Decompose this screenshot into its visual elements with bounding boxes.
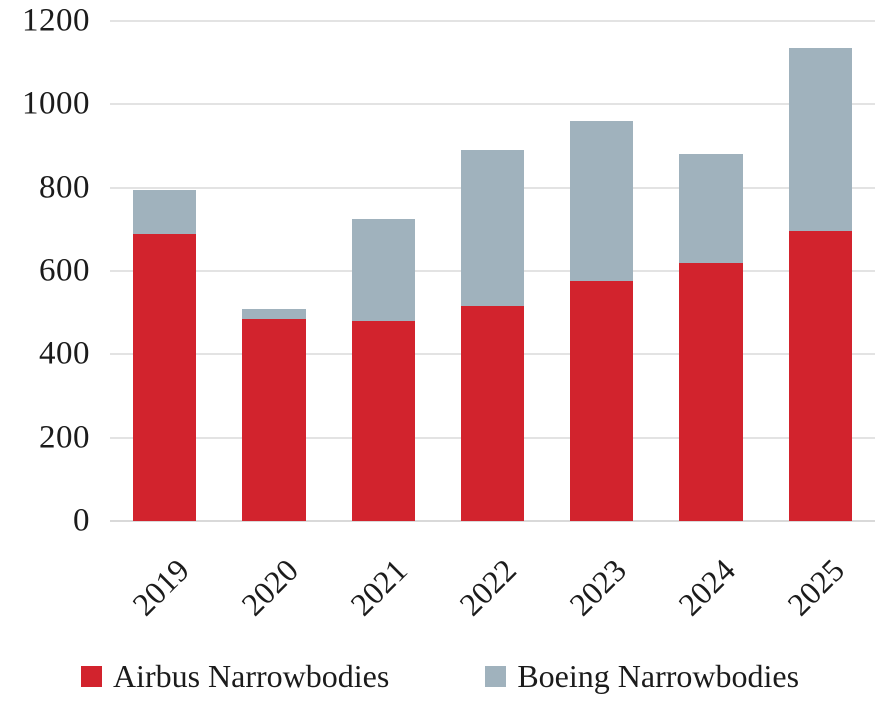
gridline-1000 (110, 103, 875, 106)
stacked-bar-2025 (788, 21, 853, 521)
legend-label-boeing: Boeing Narrowbodies (517, 658, 800, 694)
boeing-color-swatch (485, 665, 507, 687)
bar-slot-2025 (766, 21, 875, 521)
boeing-segment-2024 (679, 154, 743, 263)
stacked-bar-2024 (679, 21, 743, 521)
x-tick-label-2025: 2025 (780, 551, 852, 623)
stacked-bar-2019 (132, 21, 197, 521)
y-tick-label-1200: 1200 (22, 2, 90, 39)
x-tick-label-2019: 2019 (124, 551, 196, 623)
y-axis-labels: 0 200 400 600 800 1000 1200 (0, 4, 90, 537)
stacked-bar-2023 (570, 21, 634, 521)
airbus-segment-2024 (679, 262, 743, 521)
y-tick-label-200: 200 (39, 419, 90, 456)
airbus-segment-2021 (351, 321, 415, 521)
stacked-bar-2022 (460, 21, 525, 521)
legend: Airbus Narrowbodies Boeing Narrowbodies (0, 660, 880, 692)
bars-container (110, 21, 875, 521)
bar-slot-2021 (329, 21, 438, 521)
legend-label-airbus: Airbus Narrowbodies (112, 658, 390, 694)
plot-area: 0 200 400 600 800 1000 1200 (22, 4, 875, 537)
boeing-segment-2022 (460, 150, 525, 307)
x-tick-label-2020: 2020 (234, 551, 305, 623)
y-tick-label-400: 400 (39, 335, 90, 372)
boeing-segment-2025 (788, 48, 853, 232)
airbus-color-swatch (80, 665, 102, 687)
airbus-segment-2022 (460, 306, 525, 521)
airbus-segment-2019 (132, 233, 197, 521)
airbus-segment-2020 (242, 318, 306, 521)
bar-slot-2022 (438, 21, 547, 521)
legend-item-boeing: Boeing Narrowbodies (485, 660, 799, 692)
x-tick-label-2022: 2022 (452, 551, 524, 623)
y-tick-label-600: 600 (39, 252, 90, 289)
x-tick-cell-2019: 2019 (110, 527, 219, 639)
x-axis-labels: 2019 2020 2021 2022 2023 2024 2025 (110, 527, 875, 639)
y-tick-label-0: 0 (73, 502, 90, 539)
airbus-segment-2025 (788, 231, 853, 521)
x-tick-label-2021: 2021 (343, 551, 415, 623)
bar-slot-2019 (110, 21, 219, 521)
boeing-segment-2020 (242, 308, 306, 319)
bar-slot-2024 (656, 21, 765, 521)
x-tick-cell-2025: 2025 (766, 527, 875, 639)
boeing-segment-2023 (570, 121, 634, 282)
bar-slot-2023 (547, 21, 656, 521)
stacked-bar-2020 (242, 21, 306, 521)
bar-slot-2020 (219, 21, 328, 521)
boeing-segment-2019 (132, 189, 197, 234)
x-tick-cell-2020: 2020 (219, 527, 328, 639)
gridline-0 (110, 520, 875, 522)
gridline-1200 (110, 20, 875, 22)
y-tick-label-800: 800 (39, 169, 90, 206)
x-tick-label-2024: 2024 (671, 551, 743, 623)
x-tick-cell-2024: 2024 (656, 527, 765, 639)
legend-item-airbus: Airbus Narrowbodies (80, 658, 390, 694)
airbus-segment-2023 (570, 281, 634, 521)
boeing-segment-2021 (351, 218, 415, 321)
stacked-bar-2021 (351, 21, 415, 521)
x-tick-cell-2022: 2022 (438, 527, 547, 639)
x-tick-cell-2021: 2021 (329, 527, 438, 639)
x-tick-label-2023: 2023 (562, 551, 633, 623)
x-tick-cell-2023: 2023 (547, 527, 656, 639)
y-tick-label-1000: 1000 (22, 85, 90, 122)
